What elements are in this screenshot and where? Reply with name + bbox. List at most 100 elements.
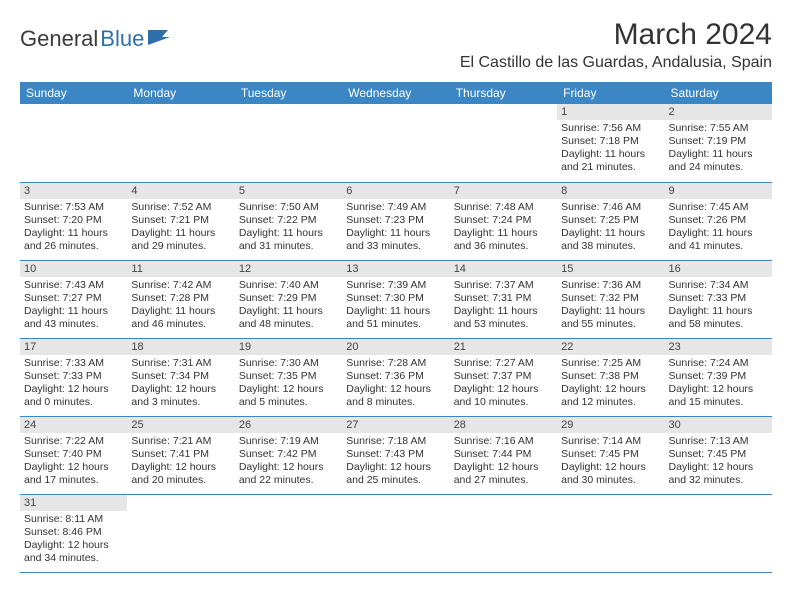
flag-icon — [148, 26, 174, 52]
header: GeneralBlue March 2024 El Castillo de la… — [20, 18, 772, 72]
calendar-cell — [235, 104, 342, 182]
day-daylight1: Daylight: 12 hours — [454, 383, 553, 396]
calendar-cell — [342, 494, 449, 572]
day-details: Sunrise: 7:49 AMSunset: 7:23 PMDaylight:… — [342, 199, 449, 258]
weekday-header: Wednesday — [342, 82, 449, 104]
day-daylight1: Daylight: 12 hours — [346, 461, 445, 474]
day-daylight1: Daylight: 11 hours — [454, 227, 553, 240]
day-details: Sunrise: 7:22 AMSunset: 7:40 PMDaylight:… — [20, 433, 127, 492]
day-sunrise: Sunrise: 8:11 AM — [24, 513, 123, 526]
day-daylight1: Daylight: 11 hours — [24, 227, 123, 240]
day-daylight2: and 29 minutes. — [131, 240, 230, 253]
day-sunrise: Sunrise: 7:25 AM — [561, 357, 660, 370]
day-daylight2: and 38 minutes. — [561, 240, 660, 253]
day-number — [450, 495, 557, 499]
day-sunset: Sunset: 7:26 PM — [669, 214, 768, 227]
calendar-cell: 2Sunrise: 7:55 AMSunset: 7:19 PMDaylight… — [665, 104, 772, 182]
day-daylight2: and 26 minutes. — [24, 240, 123, 253]
day-number: 1 — [557, 104, 664, 120]
day-sunrise: Sunrise: 7:43 AM — [24, 279, 123, 292]
day-number: 9 — [665, 183, 772, 199]
day-number: 3 — [20, 183, 127, 199]
day-daylight2: and 22 minutes. — [239, 474, 338, 487]
day-number: 30 — [665, 417, 772, 433]
day-sunset: Sunset: 7:41 PM — [131, 448, 230, 461]
day-daylight2: and 30 minutes. — [561, 474, 660, 487]
day-sunset: Sunset: 7:27 PM — [24, 292, 123, 305]
day-sunrise: Sunrise: 7:40 AM — [239, 279, 338, 292]
day-sunrise: Sunrise: 7:30 AM — [239, 357, 338, 370]
calendar-cell — [557, 494, 664, 572]
calendar-cell — [450, 494, 557, 572]
day-number — [557, 495, 664, 499]
day-details: Sunrise: 7:52 AMSunset: 7:21 PMDaylight:… — [127, 199, 234, 258]
calendar-cell: 1Sunrise: 7:56 AMSunset: 7:18 PMDaylight… — [557, 104, 664, 182]
day-daylight1: Daylight: 11 hours — [131, 227, 230, 240]
day-details: Sunrise: 7:40 AMSunset: 7:29 PMDaylight:… — [235, 277, 342, 336]
calendar-cell: 24Sunrise: 7:22 AMSunset: 7:40 PMDayligh… — [20, 416, 127, 494]
day-details: Sunrise: 7:46 AMSunset: 7:25 PMDaylight:… — [557, 199, 664, 258]
day-daylight2: and 3 minutes. — [131, 396, 230, 409]
day-number — [235, 104, 342, 108]
day-sunset: Sunset: 7:45 PM — [561, 448, 660, 461]
calendar-week-row: 17Sunrise: 7:33 AMSunset: 7:33 PMDayligh… — [20, 338, 772, 416]
day-sunset: Sunset: 7:22 PM — [239, 214, 338, 227]
day-daylight1: Daylight: 11 hours — [24, 305, 123, 318]
day-daylight1: Daylight: 11 hours — [669, 148, 768, 161]
day-daylight2: and 20 minutes. — [131, 474, 230, 487]
calendar-cell: 29Sunrise: 7:14 AMSunset: 7:45 PMDayligh… — [557, 416, 664, 494]
day-daylight1: Daylight: 11 hours — [239, 227, 338, 240]
day-number: 23 — [665, 339, 772, 355]
calendar-cell: 21Sunrise: 7:27 AMSunset: 7:37 PMDayligh… — [450, 338, 557, 416]
calendar-cell: 6Sunrise: 7:49 AMSunset: 7:23 PMDaylight… — [342, 182, 449, 260]
day-number: 7 — [450, 183, 557, 199]
calendar-week-row: 10Sunrise: 7:43 AMSunset: 7:27 PMDayligh… — [20, 260, 772, 338]
calendar-cell: 12Sunrise: 7:40 AMSunset: 7:29 PMDayligh… — [235, 260, 342, 338]
day-sunset: Sunset: 7:42 PM — [239, 448, 338, 461]
weekday-header-row: Sunday Monday Tuesday Wednesday Thursday… — [20, 82, 772, 104]
day-daylight1: Daylight: 12 hours — [669, 383, 768, 396]
day-number — [342, 495, 449, 499]
calendar-cell: 31Sunrise: 8:11 AMSunset: 8:46 PMDayligh… — [20, 494, 127, 572]
day-details: Sunrise: 7:27 AMSunset: 7:37 PMDaylight:… — [450, 355, 557, 414]
day-sunset: Sunset: 7:24 PM — [454, 214, 553, 227]
day-daylight2: and 32 minutes. — [669, 474, 768, 487]
day-number: 6 — [342, 183, 449, 199]
day-daylight1: Daylight: 11 hours — [561, 227, 660, 240]
day-details: Sunrise: 7:31 AMSunset: 7:34 PMDaylight:… — [127, 355, 234, 414]
calendar-cell: 30Sunrise: 7:13 AMSunset: 7:45 PMDayligh… — [665, 416, 772, 494]
day-daylight1: Daylight: 11 hours — [561, 305, 660, 318]
calendar-cell: 28Sunrise: 7:16 AMSunset: 7:44 PMDayligh… — [450, 416, 557, 494]
day-daylight2: and 51 minutes. — [346, 318, 445, 331]
day-daylight1: Daylight: 11 hours — [454, 305, 553, 318]
day-number: 28 — [450, 417, 557, 433]
day-details: Sunrise: 7:34 AMSunset: 7:33 PMDaylight:… — [665, 277, 772, 336]
day-daylight2: and 24 minutes. — [669, 161, 768, 174]
day-sunset: Sunset: 7:44 PM — [454, 448, 553, 461]
calendar-cell: 17Sunrise: 7:33 AMSunset: 7:33 PMDayligh… — [20, 338, 127, 416]
day-number — [342, 104, 449, 108]
day-details: Sunrise: 7:56 AMSunset: 7:18 PMDaylight:… — [557, 120, 664, 179]
calendar-week-row: 24Sunrise: 7:22 AMSunset: 7:40 PMDayligh… — [20, 416, 772, 494]
day-daylight1: Daylight: 12 hours — [561, 383, 660, 396]
day-daylight1: Daylight: 12 hours — [24, 383, 123, 396]
calendar-cell — [20, 104, 127, 182]
day-details: Sunrise: 7:55 AMSunset: 7:19 PMDaylight:… — [665, 120, 772, 179]
day-daylight2: and 8 minutes. — [346, 396, 445, 409]
calendar-cell — [127, 494, 234, 572]
day-number: 8 — [557, 183, 664, 199]
day-details: Sunrise: 7:25 AMSunset: 7:38 PMDaylight:… — [557, 355, 664, 414]
day-daylight2: and 48 minutes. — [239, 318, 338, 331]
day-sunset: Sunset: 7:18 PM — [561, 135, 660, 148]
day-number: 19 — [235, 339, 342, 355]
weekday-header: Thursday — [450, 82, 557, 104]
day-number: 22 — [557, 339, 664, 355]
calendar-cell: 25Sunrise: 7:21 AMSunset: 7:41 PMDayligh… — [127, 416, 234, 494]
day-sunrise: Sunrise: 7:27 AM — [454, 357, 553, 370]
day-number: 4 — [127, 183, 234, 199]
day-daylight2: and 10 minutes. — [454, 396, 553, 409]
day-daylight2: and 31 minutes. — [239, 240, 338, 253]
day-daylight2: and 33 minutes. — [346, 240, 445, 253]
day-sunset: Sunset: 7:39 PM — [669, 370, 768, 383]
day-sunset: Sunset: 7:36 PM — [346, 370, 445, 383]
